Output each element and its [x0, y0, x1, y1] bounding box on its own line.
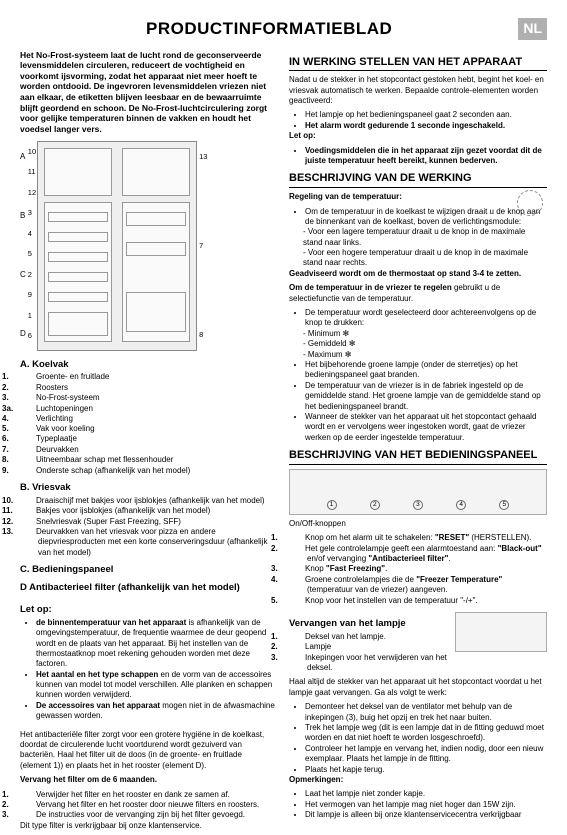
- list-item: Om de temperatuur in de koelkast te wijz…: [305, 207, 547, 228]
- panel-num: 3: [413, 500, 423, 510]
- list-item: Dit lampje is alleen bij onze klantenser…: [305, 810, 547, 820]
- panel-num: 5: [499, 500, 509, 510]
- diag-label-b: B: [20, 210, 26, 223]
- list-item: Voedingsmiddelen die in het apparaat zij…: [305, 146, 547, 167]
- list-item: 5.Knop voor het instellen van de tempera…: [307, 596, 547, 606]
- antib-foot: Dit type filter is verkrijgbaar bij onze…: [20, 821, 275, 831]
- list-item: 9.Onderste schap (afhankelijk van het mo…: [38, 466, 275, 476]
- lamp-diagram: [455, 612, 547, 652]
- list-item: 4.Verlichting: [38, 414, 275, 424]
- r3-sub: On/Off-knoppen: [289, 519, 547, 529]
- list-item: 6.Typeplaatje: [38, 434, 275, 444]
- sub-item: - Minimum ✻: [289, 329, 547, 339]
- r4c-head: Opmerkingen:: [289, 775, 547, 785]
- letop-head: Let op:: [20, 604, 275, 616]
- list-item: Het aantal en het type schappen en de vo…: [36, 670, 275, 701]
- list-item: 1.Knop om het alarm uit te schakelen: "R…: [307, 533, 547, 543]
- list-item: 3.Knop "Fast Freezing".: [307, 564, 547, 574]
- list-item: 12.Snelvriesvak (Super Fast Freezing, SF…: [38, 517, 275, 527]
- sub-item: - Maximum ✻: [289, 350, 547, 360]
- panel-num: 1: [327, 500, 337, 510]
- list-item: 3.De instructies voor de vervanging zijn…: [38, 810, 275, 820]
- list-item: Plaats het kapje terug.: [305, 765, 547, 775]
- r1-intro: Nadat u de stekker in het stopcontact ge…: [289, 75, 547, 106]
- intro-text: Het No-Frost-systeem laat de lucht rond …: [20, 50, 275, 135]
- list-item: 3.Inkepingen voor het verwijderen van he…: [307, 653, 449, 674]
- list-item: 1.Deksel van het lampje.: [307, 632, 449, 642]
- diag-label-d: D: [20, 328, 26, 341]
- list-item: Het vermogen van het lampje mag niet hog…: [305, 800, 547, 810]
- list-item: 1.Verwijder het filter en het rooster en…: [38, 790, 275, 800]
- list-item: 10.Draaischijf met bakjes voor ijsblokje…: [38, 496, 275, 506]
- panel-num: 2: [370, 500, 380, 510]
- control-panel-diagram: 1 2 3 4 5: [289, 469, 547, 515]
- r4-head: Vervangen van het lampje: [289, 618, 449, 630]
- diag-label-a: A: [20, 151, 26, 164]
- r3-head: BESCHRIJVING VAN HET BEDIENINGSPANEEL: [289, 449, 547, 465]
- list-item: De accessoires van het apparaat mogen ni…: [36, 701, 275, 722]
- language-badge: NL: [518, 18, 547, 40]
- list-item: Laat het lampje niet zonder kapje.: [305, 789, 547, 799]
- r2a-head: Regeling van de temperatuur:: [289, 192, 547, 202]
- r1-letop: Let op:: [289, 131, 547, 141]
- list-item: 2.Lampje: [307, 642, 449, 652]
- fridge-diagram: A B C D 10 11 12 3 4 5 2 9 1 6: [20, 141, 275, 351]
- list-item: Trek het lampje weg (dit is een lampje d…: [305, 723, 547, 744]
- antib-head2: Vervang het filter om de 6 maanden.: [20, 775, 275, 785]
- list-item: 4.Groene controlelampjes die de "Freezer…: [307, 575, 547, 596]
- sub-item: - Voor een hogere temperatuur draait u d…: [289, 248, 547, 269]
- section-d-head: D Antibacterieel filter (afhankelijk van…: [20, 582, 275, 594]
- list-item: 2.Roosters: [38, 383, 275, 393]
- list-item: 8.Uitneembaar schap met flessenhouder: [38, 455, 275, 465]
- list-item: 2.Het gele controlelampje geeft een alar…: [307, 544, 547, 565]
- list-item: 1.Groente- en fruitlade: [38, 372, 275, 382]
- list-item: 11.Bakjes voor ijsblokjes (afhankelijk v…: [38, 506, 275, 516]
- list-item: de binnentemperatuur van het apparaat is…: [36, 618, 275, 670]
- r2-advice: Geadviseerd wordt om de thermostaat op s…: [289, 269, 547, 279]
- diag-label-c: C: [20, 269, 26, 282]
- list-item: 3.No-Frost-systeem: [38, 393, 275, 403]
- list-item: 7.Deurvakken: [38, 445, 275, 455]
- r1-head: IN WERKING STELLEN VAN HET APPARAAT: [289, 56, 547, 72]
- r4b-intro: Haal altijd de stekker van het apparaat …: [289, 677, 547, 698]
- page-title: PRODUCTINFORMATIEBLAD: [20, 18, 518, 39]
- section-c-head: C. Bedieningspaneel: [20, 564, 275, 576]
- list-item: 2.Vervang het filter en het rooster door…: [38, 800, 275, 810]
- list-item: Wanneer de stekker van het apparaat uit …: [305, 412, 547, 443]
- section-a-head: A. Koelvak: [20, 359, 275, 371]
- r2-head: BESCHRIJVING VAN DE WERKING: [289, 172, 547, 188]
- r2b-head: Om de temperatuur in de vriezer te regel…: [289, 283, 547, 304]
- list-item: Het lampje op het bedieningspaneel gaat …: [305, 110, 547, 120]
- list-item: Demonteer het deksel van de ventilator m…: [305, 702, 547, 723]
- list-item: De temperatuur wordt geselecteerd door a…: [305, 308, 547, 329]
- panel-num: 4: [456, 500, 466, 510]
- list-item: 13.Deurvakken van het vriesvak voor pizz…: [38, 527, 275, 558]
- list-item: De temperatuur van de vriezer is in de f…: [305, 381, 547, 412]
- list-item: Controleer het lampje en vervang het, in…: [305, 744, 547, 765]
- list-item: 3a.Luchtopeningen: [20, 404, 275, 414]
- list-item: Het bijbehorende groene lampje (onder de…: [305, 360, 547, 381]
- section-b-head: B. Vriesvak: [20, 482, 275, 494]
- sub-item: - Voor een lagere temperatuur draait u d…: [289, 227, 547, 248]
- antib-para: Het antibacteriële filter zorgt voor een…: [20, 730, 275, 772]
- list-item: Het alarm wordt gedurende 1 seconde inge…: [305, 121, 547, 131]
- sub-item: - Gemiddeld ✻: [289, 339, 547, 349]
- list-item: 5.Vak voor koeling: [38, 424, 275, 434]
